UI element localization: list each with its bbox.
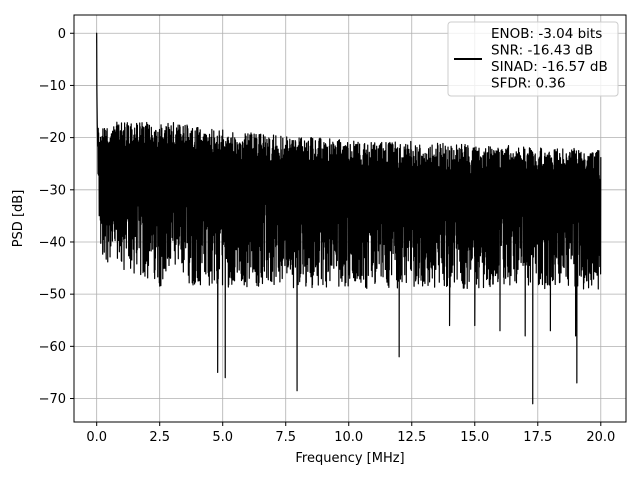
x-axis-label: Frequency [MHz] (295, 451, 404, 466)
y-tick-label: −50 (39, 288, 66, 303)
x-axis: 0.0 2.5 5.0 7.5 10.0 12.5 15.0 17.5 20.0 (86, 422, 615, 445)
x-tick-label: 10.0 (334, 430, 363, 445)
x-tick-label: 2.5 (149, 430, 170, 445)
legend-box (447, 21, 619, 97)
y-tick-label: −10 (39, 79, 66, 94)
plot-area (96, 32, 602, 405)
legend-line-enob: ENOB: -3.04 bits (491, 26, 602, 42)
x-tick-label: 5.0 (212, 430, 233, 445)
y-tick-label: −20 (39, 131, 66, 146)
y-tick-label: −60 (39, 340, 66, 355)
y-axis-label: PSD [dB] (11, 190, 26, 248)
legend-line-sinad: SINAD: -16.57 dB (491, 59, 608, 75)
psd-series-line (96, 32, 602, 405)
x-tick-label: 12.5 (397, 430, 426, 445)
y-axis: 0 −10 −20 −30 −40 −50 −60 −70 (39, 27, 74, 407)
axes-frame (73, 14, 627, 423)
x-tick-label: 0.0 (86, 430, 107, 445)
x-tick-label: 20.0 (586, 430, 615, 445)
x-tick-label: 7.5 (275, 430, 296, 445)
legend: ENOB: -3.04 bits SNR: -16.43 dB SINAD: -… (447, 21, 619, 97)
y-tick-label: −30 (39, 183, 66, 198)
y-tick-label: −40 (39, 235, 66, 250)
y-tick-label: 0 (58, 27, 66, 42)
legend-line-snr: SNR: -16.43 dB (491, 43, 593, 59)
y-tick-label: −70 (39, 392, 66, 407)
x-tick-label: 17.5 (523, 430, 552, 445)
x-tick-label: 15.0 (460, 430, 489, 445)
legend-line-sfdr: SFDR: 0.36 (491, 76, 566, 92)
